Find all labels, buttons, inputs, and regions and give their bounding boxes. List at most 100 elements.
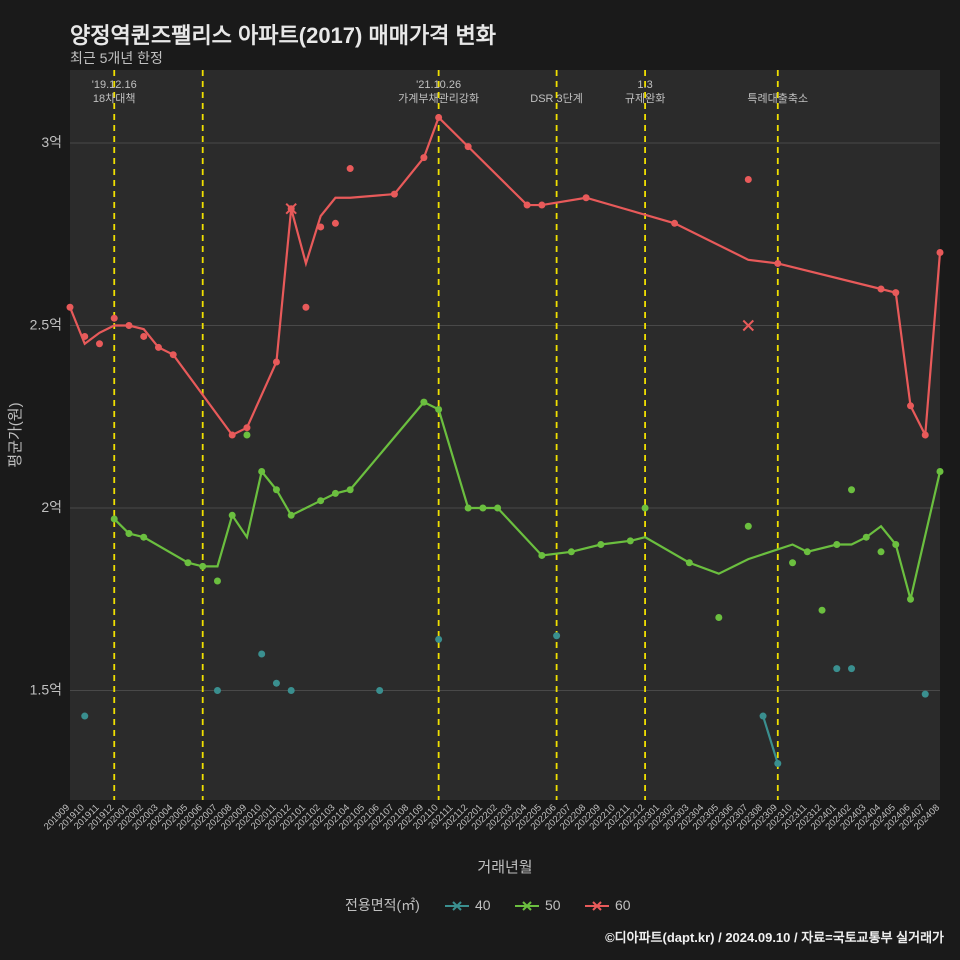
series-point-50: [907, 596, 914, 603]
series-point-40: [833, 665, 840, 672]
series-point-60: [155, 344, 162, 351]
series-point-50: [848, 486, 855, 493]
series-point-50: [789, 559, 796, 566]
series-point-50: [715, 614, 722, 621]
series-point-60: [96, 340, 103, 347]
series-point-50: [140, 534, 147, 541]
series-point-50: [494, 505, 501, 512]
vline-label: 규제완화: [625, 92, 665, 105]
vline-label: 가계부채관리강화: [398, 92, 479, 105]
series-point-50: [538, 552, 545, 559]
series-point-60: [745, 176, 752, 183]
series-line-60: [70, 117, 940, 435]
series-point-50: [347, 486, 354, 493]
y-axis-label: 평균가(원): [7, 402, 24, 467]
legend-title: 전용면적(㎡): [345, 897, 420, 913]
series-point-50: [199, 563, 206, 570]
series-point-60: [391, 191, 398, 198]
series-point-60: [465, 143, 472, 150]
x-axis-label: 거래년월: [477, 859, 532, 876]
series-point-50: [214, 578, 221, 585]
series-point-60: [937, 249, 944, 256]
series-point-60: [347, 165, 354, 172]
series-point-50: [229, 512, 236, 519]
series-point-60: [125, 322, 132, 329]
series-point-50: [745, 523, 752, 530]
series-point-60: [243, 424, 250, 431]
series-point-50: [686, 559, 693, 566]
series-point-50: [892, 541, 899, 548]
series-point-50: [465, 505, 472, 512]
series-point-50: [937, 468, 944, 475]
legend-label-40: 40: [475, 897, 491, 913]
series-point-60: [229, 432, 236, 439]
series-point-40: [435, 636, 442, 643]
series-point-60: [67, 304, 74, 311]
series-point-50: [597, 541, 604, 548]
series-point-60: [774, 260, 781, 267]
series-point-50: [111, 515, 118, 522]
chart-svg: 1.5억 2억 2.5억 3억평균가(원) '19.12.1618차대책 '21.10.2…: [0, 0, 960, 960]
y-tick-label: 1.5억: [30, 682, 62, 698]
series-point-60: [892, 289, 899, 296]
series-point-60: [435, 114, 442, 121]
series-point-60: [111, 315, 118, 322]
series-point-40: [922, 691, 929, 698]
series-point-60: [671, 220, 678, 227]
series-point-50: [332, 490, 339, 497]
series-point-60: [302, 304, 309, 311]
series-point-40: [848, 665, 855, 672]
series-point-60: [907, 402, 914, 409]
series-point-60: [140, 333, 147, 340]
series-point-60: [538, 202, 545, 209]
vline-label: DSR 3단계: [530, 92, 583, 105]
series-point-60: [583, 194, 590, 201]
series-point-60: [878, 286, 885, 293]
series-point-50: [878, 548, 885, 555]
series-point-50: [819, 607, 826, 614]
series-point-50: [243, 432, 250, 439]
chart-credits: ©디아파트(dapt.kr) / 2024.09.10 / 자료=국토교통부 실…: [605, 927, 944, 946]
series-point-60: [524, 202, 531, 209]
vline-label: '19.12.16: [92, 79, 137, 91]
series-point-40: [258, 651, 265, 658]
y-tick-label: 3억: [41, 134, 62, 150]
vline-label: 18차대책: [93, 92, 136, 105]
series-point-40: [273, 680, 280, 687]
series-point-40: [760, 713, 767, 720]
series-point-50: [258, 468, 265, 475]
legend-label-50: 50: [545, 897, 561, 913]
series-point-40: [288, 687, 295, 694]
series-point-40: [553, 632, 560, 639]
series-point-50: [420, 399, 427, 406]
series-line-40: [763, 716, 778, 763]
series-point-50: [863, 534, 870, 541]
series-point-60: [273, 359, 280, 366]
series-point-40: [774, 760, 781, 767]
series-point-40: [81, 713, 88, 720]
series-point-60: [922, 432, 929, 439]
series-point-60: [420, 154, 427, 161]
legend-label-60: 60: [615, 897, 631, 913]
series-point-50: [479, 505, 486, 512]
vline-label: '21.10.26: [416, 79, 461, 91]
series-point-50: [627, 537, 634, 544]
series-point-50: [288, 512, 295, 519]
series-point-60: [81, 333, 88, 340]
series-point-50: [804, 548, 811, 555]
series-point-40: [214, 687, 221, 694]
series-point-50: [435, 406, 442, 413]
series-point-60: [332, 220, 339, 227]
series-point-50: [184, 559, 191, 566]
series-point-50: [833, 541, 840, 548]
y-tick-label: 2억: [41, 499, 62, 515]
series-point-50: [568, 548, 575, 555]
series-point-50: [125, 530, 132, 537]
series-point-60: [317, 223, 324, 230]
series-point-50: [317, 497, 324, 504]
series-point-60: [170, 351, 177, 358]
vline-label: 특례대출축소: [747, 92, 808, 105]
y-tick-label: 2.5억: [30, 317, 62, 333]
series-point-50: [273, 486, 280, 493]
series-point-40: [376, 687, 383, 694]
